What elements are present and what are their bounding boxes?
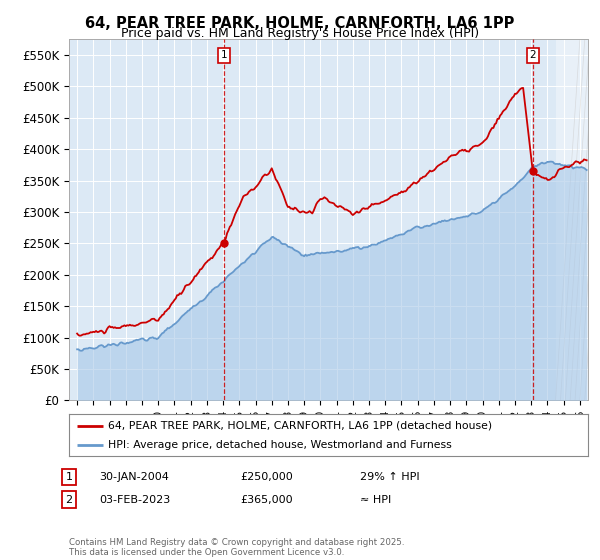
Text: 1: 1: [65, 472, 73, 482]
Text: 2: 2: [529, 50, 536, 60]
Text: ≈ HPI: ≈ HPI: [360, 494, 391, 505]
Text: 29% ↑ HPI: 29% ↑ HPI: [360, 472, 419, 482]
Text: £365,000: £365,000: [240, 494, 293, 505]
Text: 30-JAN-2004: 30-JAN-2004: [99, 472, 169, 482]
Text: Price paid vs. HM Land Registry's House Price Index (HPI): Price paid vs. HM Land Registry's House …: [121, 27, 479, 40]
Text: Contains HM Land Registry data © Crown copyright and database right 2025.
This d: Contains HM Land Registry data © Crown c…: [69, 538, 404, 557]
Text: 64, PEAR TREE PARK, HOLME, CARNFORTH, LA6 1PP: 64, PEAR TREE PARK, HOLME, CARNFORTH, LA…: [85, 16, 515, 31]
Text: £250,000: £250,000: [240, 472, 293, 482]
Text: 1: 1: [221, 50, 227, 60]
Text: 03-FEB-2023: 03-FEB-2023: [99, 494, 170, 505]
Text: 64, PEAR TREE PARK, HOLME, CARNFORTH, LA6 1PP (detached house): 64, PEAR TREE PARK, HOLME, CARNFORTH, LA…: [108, 421, 492, 431]
Text: 2: 2: [65, 494, 73, 505]
Text: HPI: Average price, detached house, Westmorland and Furness: HPI: Average price, detached house, West…: [108, 440, 452, 450]
